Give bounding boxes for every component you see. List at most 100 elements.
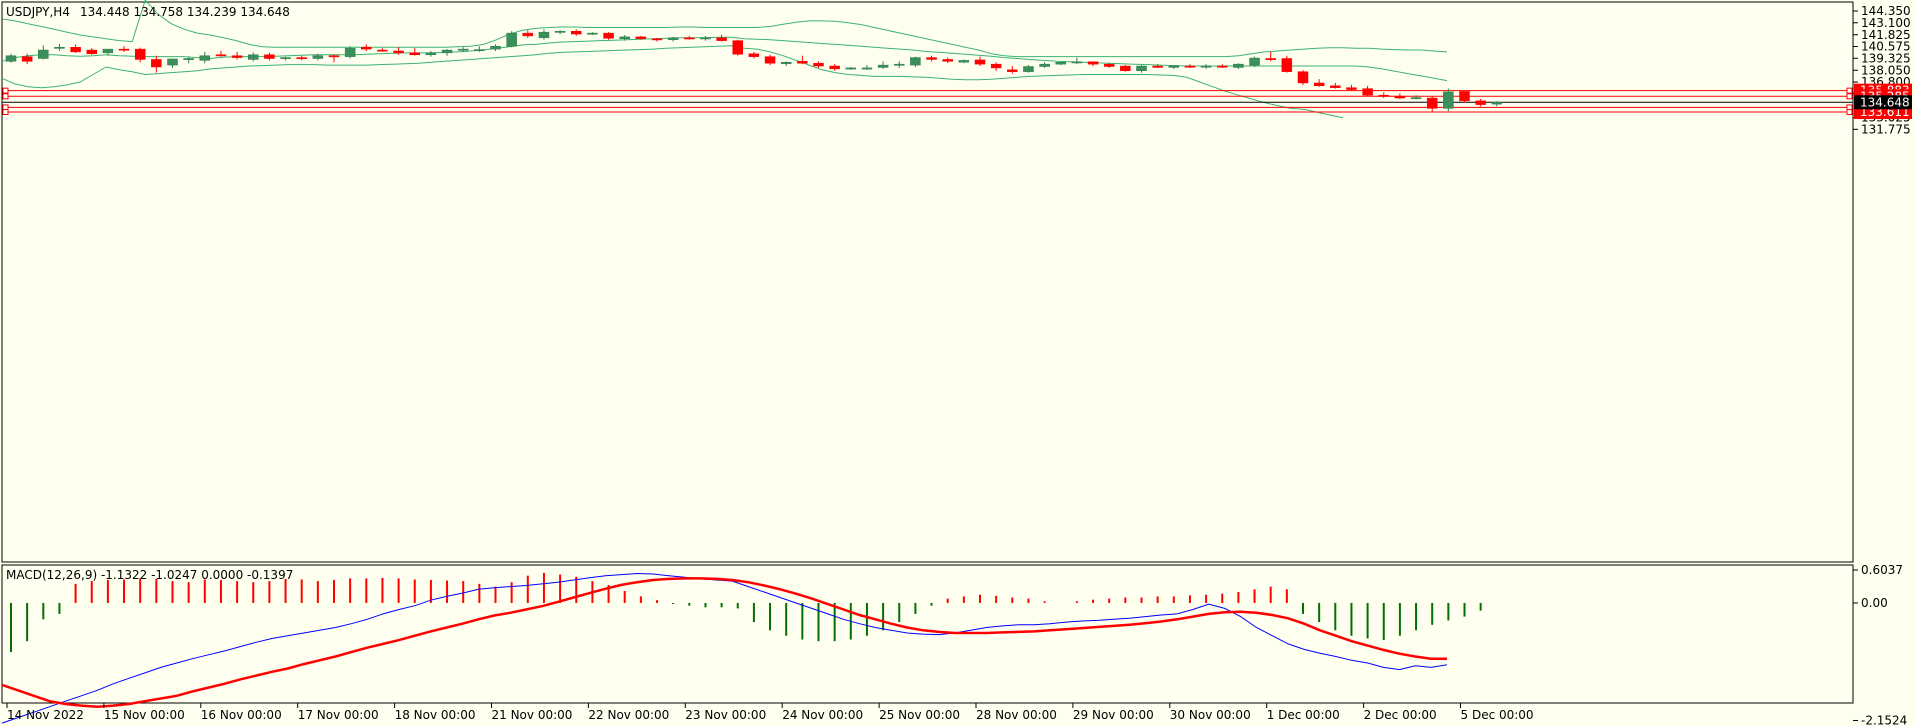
candle-body-bull xyxy=(1410,97,1422,100)
candle-body-bear xyxy=(1346,87,1357,90)
candle-body-bull xyxy=(587,32,598,35)
macd-panel[interactable]: MACD(12,26,9) -1.1322 -1.0247 0.0000 -0.… xyxy=(1,564,1854,724)
candle-body-bear xyxy=(571,30,582,35)
candle-body-bull xyxy=(894,63,905,66)
candle xyxy=(619,34,630,41)
price-axis[interactable]: 144.350143.100141.825140.575139.325138.0… xyxy=(1853,4,1912,136)
time-tick-label: 21 Nov 00:00 xyxy=(492,708,573,722)
candle-body-bull xyxy=(506,32,517,47)
candle xyxy=(910,56,921,67)
candle xyxy=(797,55,808,65)
candle xyxy=(942,57,953,64)
candle-body-bull xyxy=(619,36,630,40)
candle xyxy=(1071,57,1083,65)
level-handle-left-0[interactable] xyxy=(2,87,9,94)
candle xyxy=(1023,65,1034,73)
candle xyxy=(102,48,114,56)
candle-body-bear xyxy=(651,38,663,41)
time-tick-label: 1 Dec 00:00 xyxy=(1267,708,1340,722)
time-tick-label: 30 Nov 00:00 xyxy=(1170,708,1251,722)
candle-body-bear xyxy=(377,49,388,52)
candle-body-bear xyxy=(1394,95,1406,99)
candle xyxy=(296,55,307,61)
candle-body-bull xyxy=(910,57,921,66)
candle-body-bear xyxy=(1217,65,1228,68)
candle xyxy=(845,66,857,70)
candle-body-bull xyxy=(199,55,211,61)
candle xyxy=(1103,63,1115,68)
candle xyxy=(490,44,501,51)
candle-body-bull xyxy=(102,48,114,54)
macd-tick-label: -2.1524 xyxy=(1861,713,1907,726)
level-handle-right-1[interactable] xyxy=(1846,93,1853,100)
time-axis[interactable]: 14 Nov 2022 15 Nov 00:00 16 Nov 00:00 17 No… xyxy=(6,703,1534,722)
candles xyxy=(5,29,1503,113)
candle-body-bear xyxy=(1087,61,1099,65)
candle-body-bear xyxy=(684,37,695,40)
candle-body-bear xyxy=(361,46,372,50)
candle xyxy=(1281,55,1293,73)
horizontal-levels[interactable] xyxy=(2,87,1853,116)
candle xyxy=(1410,95,1422,100)
candle xyxy=(780,61,792,67)
candle-body-bull xyxy=(312,55,324,59)
level-handle-left-3[interactable] xyxy=(2,109,9,116)
candle xyxy=(1297,70,1309,85)
price-panel-frame xyxy=(1,1,1854,563)
candle xyxy=(651,37,663,42)
candle xyxy=(1346,84,1357,91)
candle xyxy=(134,47,146,63)
candle xyxy=(280,56,291,61)
candle-body-bull xyxy=(441,49,453,54)
candle xyxy=(151,55,162,73)
candle-body-bear xyxy=(797,61,808,64)
candle xyxy=(587,32,598,35)
candle-body-bull xyxy=(1200,65,1212,68)
price-panel[interactable]: USDJPY,H4 134.448 134.758 134.239 134.64… xyxy=(1,0,1854,563)
candle-body-bear xyxy=(1330,85,1341,88)
price-tick-label: 138.050 xyxy=(1861,63,1911,77)
candle-body-bull xyxy=(1023,66,1034,72)
level-handle-right-0[interactable] xyxy=(1846,87,1853,94)
macd-header: MACD(12,26,9) -1.1322 -1.0247 0.0000 -0.… xyxy=(6,568,293,582)
candle xyxy=(1362,85,1373,97)
candle xyxy=(1217,64,1228,68)
candle xyxy=(732,39,743,56)
macd-axis[interactable]: 0.6037 0.00 -2.1524 xyxy=(1853,563,1907,726)
candle xyxy=(1039,62,1050,68)
level-handle-left-1[interactable] xyxy=(2,93,9,100)
candle-body-bear xyxy=(1297,71,1309,84)
candle xyxy=(474,46,485,52)
candle-body-bull xyxy=(958,60,970,63)
level-handle-right-3[interactable] xyxy=(1846,109,1853,116)
candle-body-bear xyxy=(1007,69,1018,72)
current-price-tag-bg xyxy=(1854,95,1912,110)
time-tick-label: 2 Dec 00:00 xyxy=(1364,708,1437,722)
candle xyxy=(86,48,97,55)
macd-lines xyxy=(1,572,1448,724)
candle xyxy=(393,47,404,55)
candle xyxy=(1265,51,1276,62)
candle xyxy=(312,53,324,61)
candle xyxy=(974,56,986,67)
candle-body-bull xyxy=(700,37,711,40)
time-tick-label: 24 Nov 00:00 xyxy=(782,708,863,722)
candle-body-bear xyxy=(1378,94,1389,97)
candle xyxy=(1055,61,1066,66)
candle-body-bear xyxy=(70,46,81,53)
candle xyxy=(248,52,259,62)
candle-body-bull xyxy=(167,58,178,66)
candle-body-bull xyxy=(1491,102,1503,105)
candle xyxy=(441,49,453,56)
candle-body-bear xyxy=(231,55,243,58)
candle xyxy=(21,53,33,65)
candle-body-bear xyxy=(1184,65,1196,68)
time-tick-label: 14 Nov 2022 xyxy=(7,708,84,722)
candle-body-bull xyxy=(1233,63,1244,68)
candle-body-bear xyxy=(764,56,776,64)
candle-body-bear xyxy=(813,62,824,67)
candle-body-bear xyxy=(748,53,760,57)
candle-body-bear xyxy=(732,40,743,55)
